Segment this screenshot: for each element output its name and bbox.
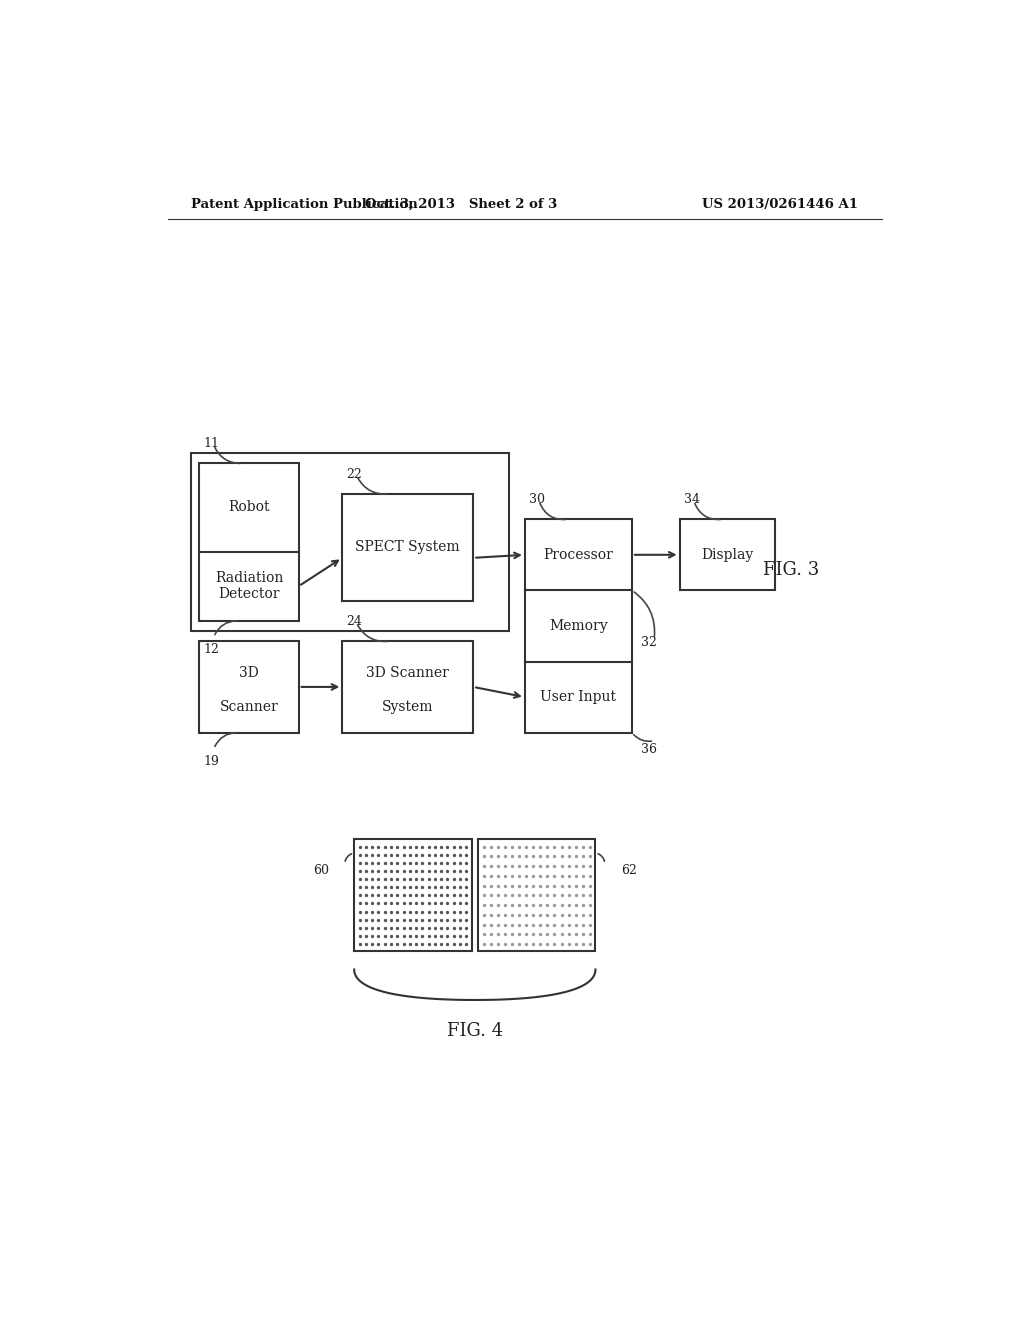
Bar <box>478 840 595 952</box>
Text: 3D Scanner: 3D Scanner <box>367 667 450 680</box>
Text: Display: Display <box>701 548 754 562</box>
Text: SPECT System: SPECT System <box>355 540 460 554</box>
Text: 62: 62 <box>621 865 637 878</box>
Text: 36: 36 <box>641 743 657 756</box>
Text: Oct. 3, 2013   Sheet 2 of 3: Oct. 3, 2013 Sheet 2 of 3 <box>366 198 557 211</box>
Bar <box>200 642 299 733</box>
Text: Radiation
Detector: Radiation Detector <box>215 572 284 602</box>
Text: Memory: Memory <box>549 619 607 634</box>
Text: Scanner: Scanner <box>220 700 279 714</box>
Text: 12: 12 <box>204 643 219 656</box>
Bar <box>342 642 473 733</box>
Text: 30: 30 <box>528 492 545 506</box>
Text: FIG. 4: FIG. 4 <box>446 1022 503 1040</box>
Text: System: System <box>382 700 433 714</box>
Text: 19: 19 <box>204 755 219 768</box>
Bar <box>191 453 509 631</box>
Text: 3D: 3D <box>240 667 259 680</box>
Text: 11: 11 <box>204 437 219 450</box>
Bar <box>680 519 775 590</box>
Text: 24: 24 <box>346 615 362 628</box>
Bar <box>342 494 473 601</box>
Text: FIG. 3: FIG. 3 <box>763 561 819 579</box>
Text: 60: 60 <box>312 865 329 878</box>
Text: 34: 34 <box>684 492 699 506</box>
Bar <box>524 519 632 733</box>
Text: 22: 22 <box>346 467 362 480</box>
Text: 32: 32 <box>641 636 657 649</box>
Text: Robot: Robot <box>228 500 269 515</box>
Text: Patent Application Publication: Patent Application Publication <box>191 198 418 211</box>
Text: US 2013/0261446 A1: US 2013/0261446 A1 <box>702 198 858 211</box>
Text: User Input: User Input <box>541 690 616 704</box>
Bar <box>200 463 299 620</box>
Bar <box>354 840 472 952</box>
Text: Processor: Processor <box>544 548 613 562</box>
